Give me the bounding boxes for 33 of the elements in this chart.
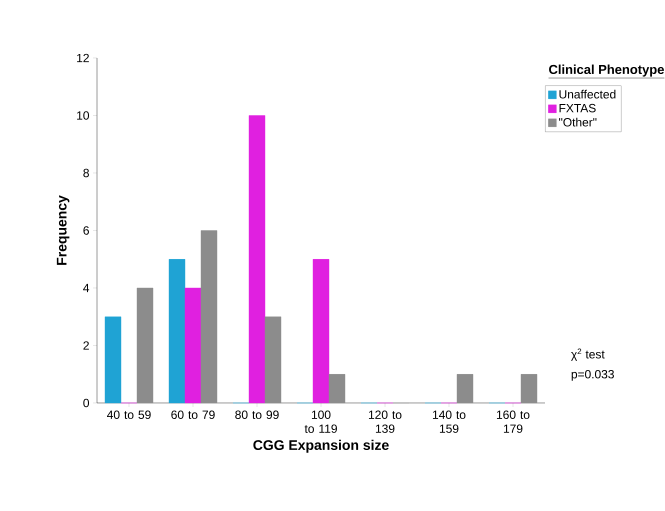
legend-label: FXTAS: [560, 104, 596, 112]
x-axis-title: CGG Expansion size: [253, 440, 389, 453]
x-tick-label: 160 to 179: [496, 410, 530, 433]
bar: [104, 316, 122, 404]
bar: [168, 259, 186, 404]
bar: [248, 115, 266, 404]
bar: [328, 374, 346, 404]
bar: [200, 230, 218, 404]
bar: [264, 316, 282, 404]
legend-title: Clinical Phenotype: [549, 64, 664, 77]
x-tick-label: 100 to 119: [304, 410, 337, 433]
y-tick-label: 2: [83, 341, 89, 350]
bar: [520, 374, 538, 404]
y-tick-label: 6: [83, 226, 89, 235]
bar: [456, 374, 474, 404]
bar: [184, 288, 202, 404]
bar: [136, 288, 154, 404]
bar: [312, 259, 330, 404]
y-tick-label: 8: [83, 168, 89, 178]
x-tick-label: 120 to 139: [368, 410, 402, 433]
x-tick-label: 60 to 79: [171, 410, 215, 419]
legend-label: "Other": [559, 118, 596, 127]
legend-label: Unaffected: [560, 90, 616, 99]
y-tick-label: 4: [83, 284, 90, 292]
y-axis-title: Frequency: [56, 195, 70, 265]
x-tick-label: 40 to 59: [107, 410, 151, 419]
y-tick-label: 10: [77, 111, 90, 120]
x-tick-label: 80 to 99: [235, 410, 279, 419]
y-tick-label: 0: [83, 398, 90, 408]
text: p=0.033: [572, 370, 614, 381]
text: χ$^{2}$ test: [571, 348, 605, 361]
y-tick-label: 12: [77, 54, 89, 62]
x-tick-label: 140 to 159: [432, 410, 466, 433]
